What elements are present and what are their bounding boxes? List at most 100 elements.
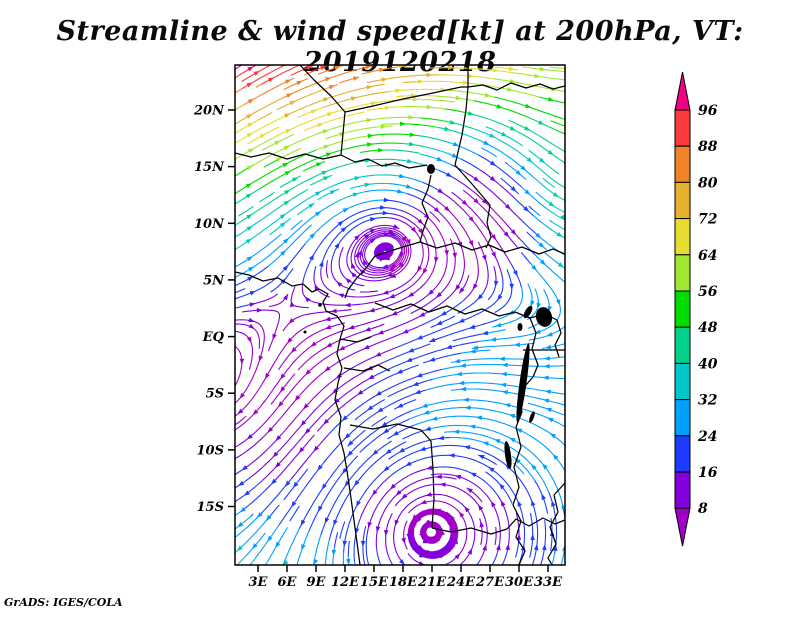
streamline bbox=[539, 96, 565, 104]
streamline-arrow-icon bbox=[419, 531, 425, 539]
streamline-arrow-icon bbox=[399, 251, 405, 258]
streamline bbox=[313, 266, 317, 276]
streamline bbox=[446, 511, 459, 539]
streamline-arrow-icon bbox=[394, 519, 400, 527]
streamline bbox=[235, 344, 238, 349]
streamline-arrow-icon bbox=[458, 318, 465, 323]
streamline-arrow-icon bbox=[381, 77, 388, 83]
streamline bbox=[235, 174, 403, 252]
streamline-arrow-icon bbox=[560, 214, 565, 221]
streamline bbox=[438, 74, 493, 80]
streamline-arrow-icon bbox=[267, 77, 275, 83]
streamline-arrow-icon bbox=[416, 516, 422, 523]
streamline-arrow-icon bbox=[354, 234, 361, 241]
streamline-arrow-icon bbox=[445, 518, 452, 525]
streamline bbox=[550, 177, 565, 189]
streamline bbox=[387, 378, 433, 398]
streamline-arrow-icon bbox=[337, 220, 344, 227]
streamline bbox=[428, 319, 498, 343]
streamline-arrow-icon bbox=[543, 398, 550, 404]
colorbar-label: 96 bbox=[698, 103, 718, 119]
streamline-arrow-icon bbox=[319, 260, 324, 267]
streamline-arrow-icon bbox=[248, 323, 255, 330]
streamline-arrow-icon bbox=[444, 205, 450, 212]
streamline bbox=[425, 382, 565, 395]
streamline bbox=[478, 154, 522, 188]
streamline bbox=[394, 483, 488, 562]
streamline bbox=[333, 191, 365, 204]
streamline-arrow-icon bbox=[331, 549, 337, 556]
streamline-arrow-icon bbox=[450, 540, 455, 547]
streamline-arrow-icon bbox=[345, 558, 351, 565]
streamline bbox=[241, 309, 281, 324]
country-border bbox=[454, 164, 491, 206]
streamline-arrow-icon bbox=[481, 198, 488, 205]
streamline bbox=[382, 343, 431, 364]
streamline-arrow-icon bbox=[258, 355, 264, 362]
streamline-arrow-icon bbox=[367, 405, 374, 411]
streamline-arrow-icon bbox=[547, 96, 555, 102]
streamline-arrow-icon bbox=[524, 125, 531, 131]
streamline-arrow-icon bbox=[364, 182, 371, 188]
streamline-arrow-icon bbox=[267, 535, 273, 542]
streamline bbox=[412, 206, 428, 218]
streamline-arrow-icon bbox=[455, 371, 463, 377]
country-border bbox=[506, 517, 565, 530]
colorbar-segment bbox=[674, 254, 691, 292]
streamline-arrow-icon bbox=[279, 222, 286, 228]
streamline-arrow-icon bbox=[354, 251, 360, 258]
x-tick-label: 9E bbox=[307, 575, 327, 590]
streamline-arrow-icon bbox=[246, 214, 253, 220]
streamline-arrow-icon bbox=[435, 292, 442, 298]
streamline-arrow-icon bbox=[556, 231, 563, 237]
streamline bbox=[289, 505, 300, 522]
streamline bbox=[410, 276, 453, 315]
streamline-arrow-icon bbox=[342, 467, 348, 474]
streamline-arrow-icon bbox=[363, 258, 368, 266]
streamline-arrow-icon bbox=[543, 356, 550, 361]
streamline-arrow-icon bbox=[426, 104, 433, 110]
streamline-arrow-icon bbox=[321, 170, 328, 176]
streamline-arrow-icon bbox=[324, 517, 330, 524]
streamline-arrow-icon bbox=[377, 407, 384, 413]
streamline bbox=[471, 342, 535, 349]
streamline bbox=[267, 224, 313, 267]
streamline-arrow-icon bbox=[399, 559, 405, 565]
streamline bbox=[282, 528, 300, 565]
streamline-arrow-icon bbox=[436, 156, 443, 162]
streamline-arrow-icon bbox=[464, 506, 470, 513]
streamline-arrow-icon bbox=[330, 308, 337, 314]
streamline bbox=[248, 558, 256, 565]
streamline-arrow-icon bbox=[321, 483, 327, 490]
streamline-arrow-icon bbox=[543, 364, 550, 369]
streamline-arrow-icon bbox=[538, 120, 545, 125]
country-border bbox=[344, 86, 462, 113]
streamline-arrow-icon bbox=[541, 493, 546, 501]
country-border bbox=[349, 423, 432, 442]
streamline-arrow-icon bbox=[426, 72, 433, 78]
streamline bbox=[457, 67, 514, 74]
streamline-arrow-icon bbox=[418, 510, 426, 516]
streamline bbox=[487, 329, 506, 334]
streamline-arrow-icon bbox=[510, 229, 517, 236]
streamline-arrow-icon bbox=[265, 514, 272, 521]
streamline-arrow-icon bbox=[289, 300, 295, 308]
streamline-arrow-icon bbox=[275, 461, 281, 468]
streamline-arrow-icon bbox=[239, 358, 245, 365]
streamline-arrow-icon bbox=[350, 96, 358, 101]
streamline-arrow-icon bbox=[401, 537, 406, 544]
streamline bbox=[473, 128, 552, 179]
country-border bbox=[430, 440, 435, 529]
streamline bbox=[333, 532, 339, 548]
streamline bbox=[422, 181, 439, 191]
streamline-arrow-icon bbox=[434, 508, 441, 513]
streamline-arrow-icon bbox=[552, 454, 559, 460]
streamline-arrow-icon bbox=[334, 242, 340, 249]
streamline-arrow-icon bbox=[344, 480, 350, 487]
streamline bbox=[362, 529, 366, 565]
streamline-arrow-icon bbox=[365, 65, 372, 70]
streamline-arrow-icon bbox=[300, 519, 306, 526]
x-tick-label: 21E bbox=[417, 575, 447, 590]
x-tick-label: 27E bbox=[475, 575, 505, 590]
streamline bbox=[290, 219, 303, 231]
